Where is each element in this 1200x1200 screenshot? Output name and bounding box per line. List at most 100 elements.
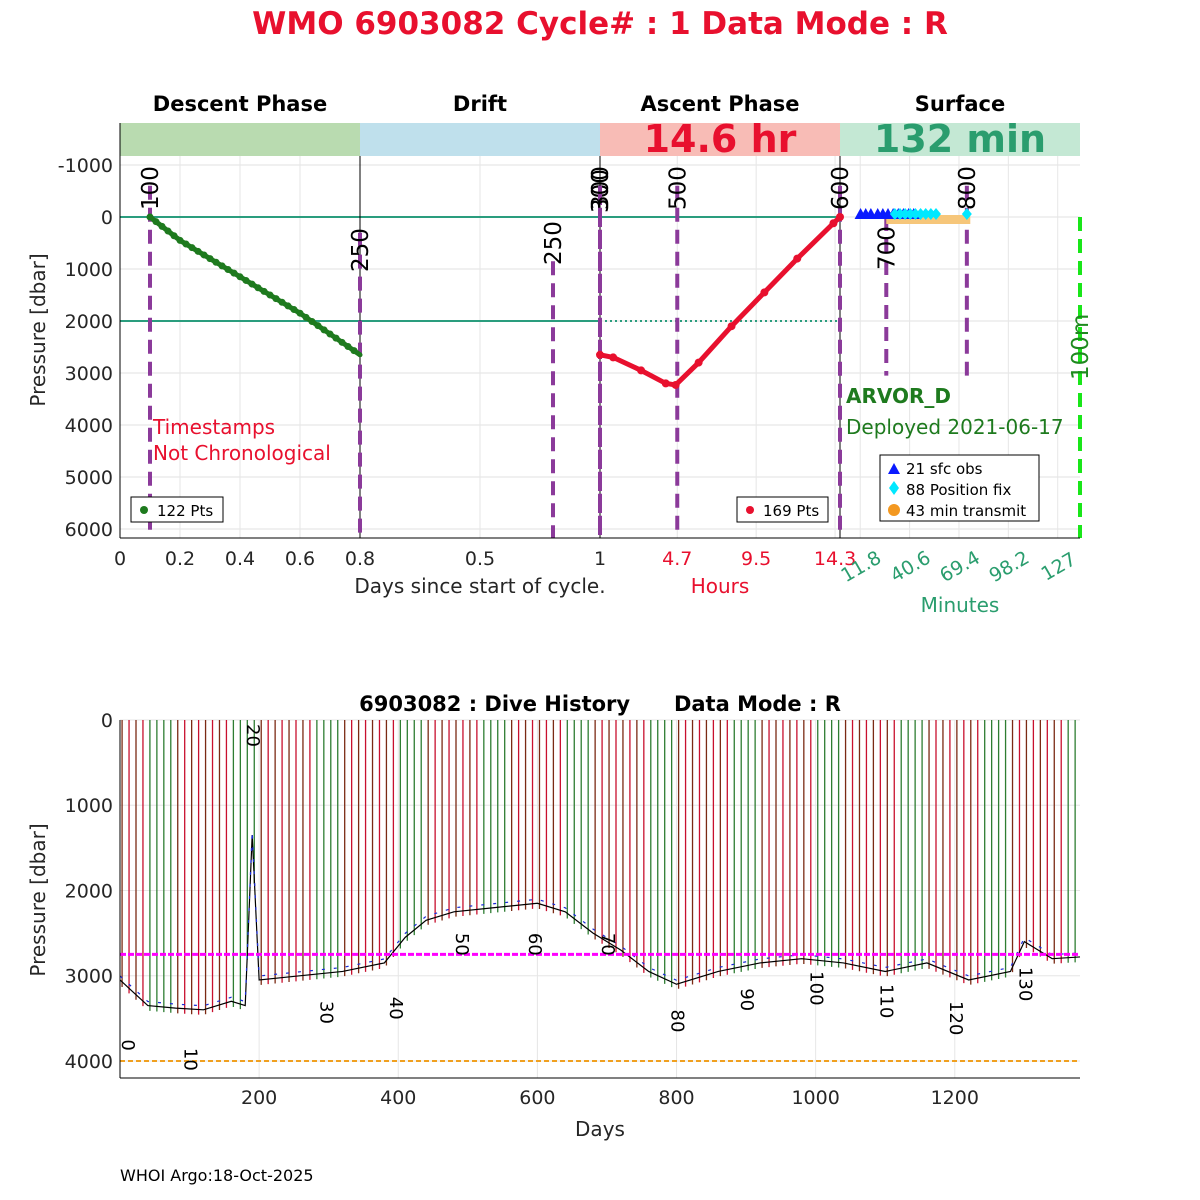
surface-legend-triangle [888,463,900,474]
descent-point [212,258,220,266]
ascent-marker-label: 300 [588,166,614,210]
position-fix-point [920,208,931,220]
phase-duration: 14.6 hr [644,117,797,161]
y-tick-label: 1000 [65,259,113,281]
descent-note-line2: Not Chronological [153,441,331,465]
y-tick-label: 2000 [65,311,113,333]
cycle-number-label: 80 [667,1010,688,1033]
ascent-x-label: Hours [691,574,750,598]
cycle-number-label: 120 [945,1001,966,1035]
cycle-number-label: 90 [736,988,757,1011]
surface-legend-label: 88 Position fix [906,481,1011,499]
descent-point [170,232,178,240]
position-fix-point [905,208,916,220]
descent-point [284,302,292,310]
surface-legend-circle [888,504,900,516]
cycle-number-label: 0 [117,1039,138,1050]
x-tick-label: 600 [519,1087,555,1109]
x-tick-label: 800 [658,1087,694,1109]
phase-heading: Drift [453,92,507,116]
descent-point [302,313,310,321]
descent-point [188,244,196,252]
ascent-point [727,322,736,331]
y-tick-label: -1000 [58,155,113,177]
descent-point [236,273,244,281]
shared-x-tick: 1 [594,548,606,570]
descent-point [338,338,346,346]
phase-band [360,123,600,156]
x-tick-label: 1200 [931,1087,979,1109]
ascent-point [596,350,604,359]
cycle-number-label: 10 [180,1048,201,1071]
descent-point [248,280,256,288]
descent-point [158,222,166,230]
descent-point [146,213,154,221]
surface-legend-label: 43 min transmit [906,502,1026,520]
descent-x-tick: 0 [114,548,126,570]
ascent-point [609,353,618,362]
ascent-point [760,288,769,297]
y-tick-label: 3000 [65,966,113,988]
ascent-legend-marker [746,506,754,514]
ascent-marker-label: 500 [665,166,691,210]
descent-point [176,236,184,244]
descent-point [218,262,226,270]
x-axis-label: Days since start of cycle. [354,574,605,598]
phase-band [840,123,1080,156]
y-tick-label: 0 [101,207,113,229]
x-tick-label: 400 [380,1087,416,1109]
descent-point [314,322,322,330]
surface-x-tick: 98.2 [986,547,1034,587]
cycle-number-label: 130 [1014,967,1035,1001]
descent-legend-label: 122 Pts [157,502,213,520]
drift-marker-label: 250 [541,221,567,265]
descent-point [260,287,268,295]
ascent-point [661,379,670,388]
x-tick-label: 1000 [791,1087,839,1109]
y-tick-label: 2000 [65,880,113,902]
cycle-number-label: 20 [242,724,263,747]
surface-marker-label: 800 [955,166,981,210]
descent-point [266,291,274,299]
ascent-point [637,366,646,375]
position-fix-point [889,208,900,220]
surface-marker-label: 700 [874,226,900,270]
position-fix-point [925,208,936,220]
y-tick-label: 1000 [65,795,113,817]
descent-point [164,227,172,235]
cycle-number-label: 70 [597,933,618,956]
y-axis-label: Pressure [dbar] [26,823,50,976]
descent-marker-label: 250 [348,228,374,272]
phase-band [600,123,840,156]
surface-marker-label: 100m [1068,314,1094,380]
descent-x-tick: 0.4 [225,548,255,570]
position-fix-point [961,208,972,220]
y-tick-label: 3000 [65,363,113,385]
page-title: WMO 6903082 Cycle# : 1 Data Mode : R [252,6,948,42]
cycle-number-label: 40 [385,997,406,1020]
float-type: ARVOR_D [846,384,951,408]
descent-point [254,284,262,292]
y-tick-label: 5000 [65,467,113,489]
position-fix-point [931,208,941,220]
phase-band [120,123,360,156]
ascent-point [829,219,838,228]
cycle-number-label: 50 [451,933,472,956]
phase-heading: Descent Phase [153,92,327,116]
descent-point [320,326,328,334]
cycle-number-label: 30 [315,1001,336,1024]
descent-point [206,255,214,263]
surface-x-tick: 40.6 [887,547,935,587]
ascent-x-tick: 4.7 [662,548,692,570]
position-fix-point [910,208,921,220]
descent-point [194,247,202,255]
descent-point [308,318,316,326]
position-fix-point [915,208,926,220]
descent-x-tick: 0.2 [165,548,195,570]
phase-heading: Surface [915,92,1005,116]
surface-x-tick: 127 [1038,548,1080,585]
ascent-x-tick: 14.3 [814,548,856,570]
y-tick-label: 0 [101,710,113,732]
descent-point [326,330,334,338]
descent-point [332,334,340,342]
